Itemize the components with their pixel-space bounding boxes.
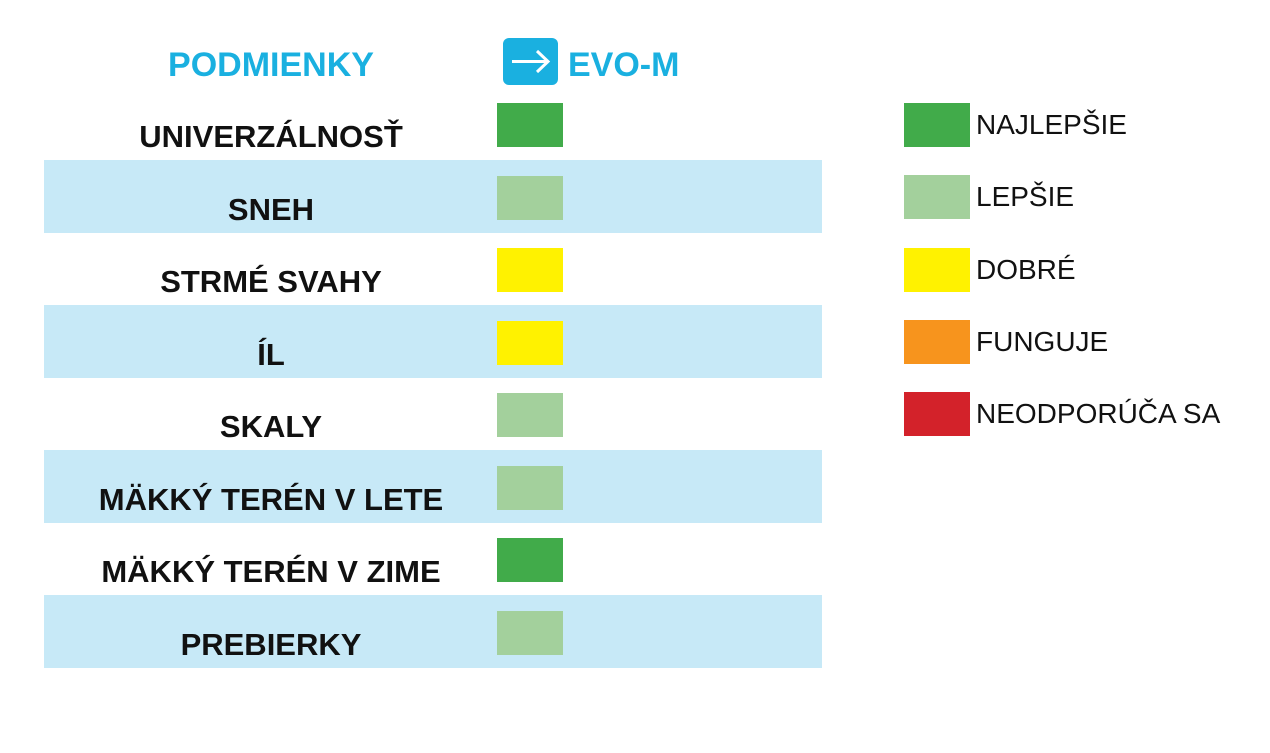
rating-swatch	[497, 248, 563, 292]
row-stripe	[44, 594, 822, 668]
condition-label: STRMÉ SVAHY	[160, 264, 382, 299]
rating-swatch	[497, 610, 563, 655]
legend-swatch	[904, 103, 970, 147]
legend-swatch	[904, 392, 970, 437]
rating-swatch	[497, 538, 563, 582]
legend-label: NAJLEPŠIE	[976, 109, 1127, 140]
row-stripe	[44, 159, 822, 233]
legend-swatch	[904, 175, 970, 220]
legend-label: DOBRÉ	[976, 253, 1076, 285]
condition-label: MÄKKÝ TERÉN V LETE	[98, 481, 444, 517]
column-title: PODMIENKY	[168, 46, 374, 84]
rating-swatch	[497, 393, 563, 437]
condition-label: ÍL	[257, 336, 285, 372]
rating-swatch	[497, 465, 563, 510]
condition-label: UNIVERZÁLNOSŤ	[139, 119, 403, 154]
rating-swatch	[497, 175, 563, 220]
rating-swatch	[497, 103, 563, 147]
condition-label: SKALY	[219, 409, 323, 444]
product-name: EVO-M	[568, 46, 680, 84]
row-stripe	[44, 449, 822, 523]
row-stripe	[44, 304, 822, 378]
condition-label: PREBIERKY	[180, 626, 362, 662]
rating-swatch	[497, 320, 563, 365]
legend-label: LEPŠIE	[976, 181, 1075, 213]
product-icon	[503, 38, 558, 85]
condition-label: MÄKKÝ TERÉN V ZIME	[101, 554, 441, 589]
legend-swatch	[904, 247, 970, 292]
legend-label: FUNGUJE	[976, 325, 1109, 357]
legend-label: NEODPORÚČA SA	[976, 398, 1221, 430]
legend-swatch	[904, 319, 970, 364]
condition-label: SNEH	[227, 191, 315, 227]
